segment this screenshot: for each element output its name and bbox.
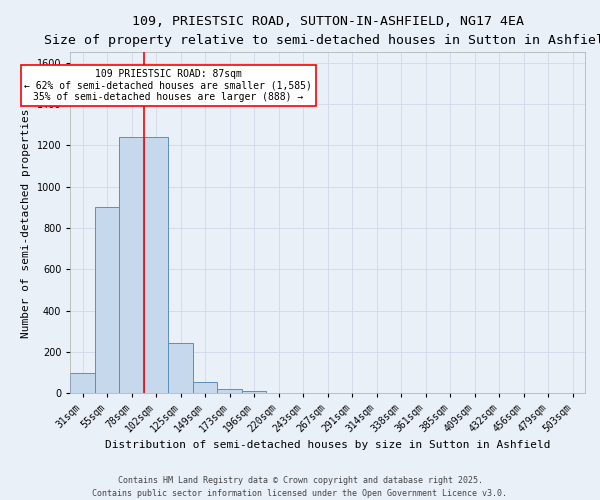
Bar: [217, 390, 242, 394]
X-axis label: Distribution of semi-detached houses by size in Sutton in Ashfield: Distribution of semi-detached houses by …: [105, 440, 550, 450]
Text: Contains HM Land Registry data © Crown copyright and database right 2025.
Contai: Contains HM Land Registry data © Crown c…: [92, 476, 508, 498]
Title: 109, PRIESTSIC ROAD, SUTTON-IN-ASHFIELD, NG17 4EA
Size of property relative to s: 109, PRIESTSIC ROAD, SUTTON-IN-ASHFIELD,…: [44, 15, 600, 47]
Bar: [169, 343, 193, 394]
Bar: [242, 391, 266, 394]
Bar: [70, 372, 95, 394]
Text: 109 PRIESTSIC ROAD: 87sqm
← 62% of semi-detached houses are smaller (1,585)
35% : 109 PRIESTSIC ROAD: 87sqm ← 62% of semi-…: [25, 69, 313, 102]
Bar: [119, 137, 144, 394]
Bar: [144, 137, 169, 394]
Bar: [95, 208, 119, 394]
Bar: [193, 382, 217, 394]
Y-axis label: Number of semi-detached properties: Number of semi-detached properties: [21, 108, 31, 338]
